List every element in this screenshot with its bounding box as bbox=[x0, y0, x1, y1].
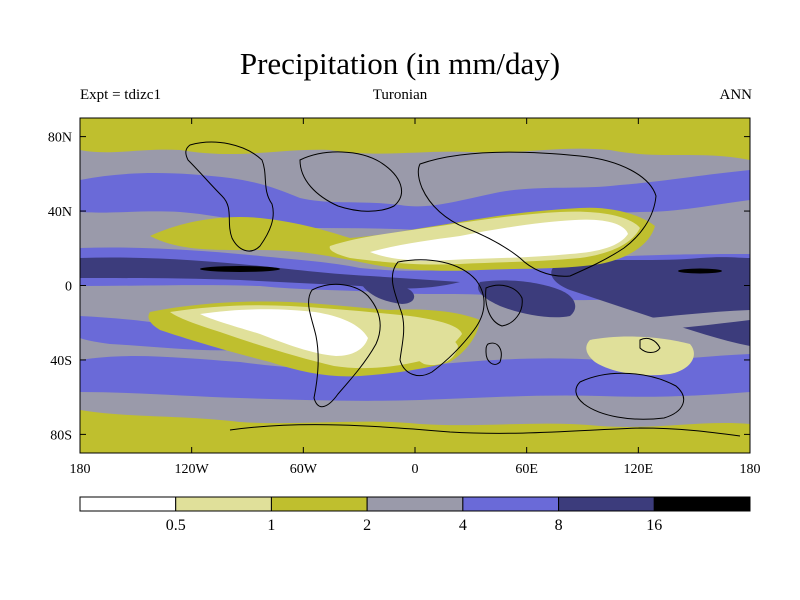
colorbar-label: 0.5 bbox=[166, 517, 186, 534]
latitude-axis: 80N 40N 0 40S 80S bbox=[48, 131, 750, 443]
lon-tick-label: 0 bbox=[412, 462, 419, 477]
colorbar-swatch bbox=[175, 496, 272, 512]
atlantic-core bbox=[360, 281, 415, 304]
coastlines bbox=[185, 141, 741, 437]
lon-tick-label: 120E bbox=[624, 462, 654, 477]
coast-australia-antarctica bbox=[575, 372, 685, 420]
lon-tick-label: 180 bbox=[740, 462, 761, 477]
colorbar-label: 4 bbox=[459, 517, 467, 534]
colorbar-label: 8 bbox=[555, 517, 563, 534]
lon-tick-label: 120W bbox=[175, 462, 210, 477]
coast-africa bbox=[391, 259, 485, 376]
sh-desert bbox=[200, 309, 368, 356]
australia-dry bbox=[586, 336, 694, 376]
sh-storm-track bbox=[80, 354, 750, 401]
colorbar-label: 1 bbox=[267, 517, 275, 534]
colorbar-swatch bbox=[270, 496, 368, 512]
season-label: ANN bbox=[719, 87, 753, 103]
coast-greenland-europe bbox=[299, 151, 403, 212]
indian-ocean-core bbox=[478, 280, 576, 318]
lat-tick-label: 80N bbox=[48, 131, 72, 146]
colorbar-label: 16 bbox=[646, 517, 662, 534]
period-label: Turonian bbox=[372, 87, 428, 103]
north-itcz-core bbox=[80, 257, 460, 289]
colorbar: 0.5 1 2 4 8 16 bbox=[79, 496, 751, 534]
coast-north-america bbox=[185, 141, 274, 252]
colorbar-label: 2 bbox=[363, 517, 371, 534]
nh-desert bbox=[370, 219, 628, 261]
coast-india bbox=[485, 284, 523, 327]
experiment-label: Expt = tdizc1 bbox=[80, 87, 161, 103]
south-africa-dry bbox=[408, 328, 458, 366]
lon-tick-label: 60W bbox=[290, 462, 318, 477]
lat-tick-label: 0 bbox=[65, 280, 72, 295]
lon-tick-label: 60E bbox=[515, 462, 538, 477]
coast-asia bbox=[417, 151, 657, 277]
precipitation-field bbox=[80, 118, 750, 453]
lat-tick-label: 40S bbox=[50, 354, 72, 369]
longitude-axis: 180 120W 60W 0 60E 120E 180 bbox=[70, 118, 761, 477]
colorbar-swatch bbox=[653, 496, 751, 512]
lat-tick-label: 80S bbox=[50, 428, 72, 443]
pacific-max-west bbox=[200, 266, 280, 272]
coast-madagascar bbox=[485, 342, 502, 365]
coast-pacific-islands bbox=[639, 337, 661, 353]
colorbar-swatch bbox=[366, 496, 464, 512]
plot-title: Precipitation (in mm/day) bbox=[239, 46, 561, 81]
nh-storm-track bbox=[80, 170, 750, 231]
antarctic-band bbox=[80, 410, 750, 453]
coast-south-america bbox=[308, 283, 381, 408]
colorbar-swatch bbox=[462, 496, 560, 512]
colorbar-swatch bbox=[558, 496, 655, 512]
lat-tick-label: 40N bbox=[48, 205, 72, 220]
colorbar-swatch bbox=[79, 496, 177, 512]
pacific-max-east bbox=[678, 268, 722, 274]
lon-tick-label: 180 bbox=[70, 462, 91, 477]
coast-antarctica bbox=[229, 424, 741, 437]
